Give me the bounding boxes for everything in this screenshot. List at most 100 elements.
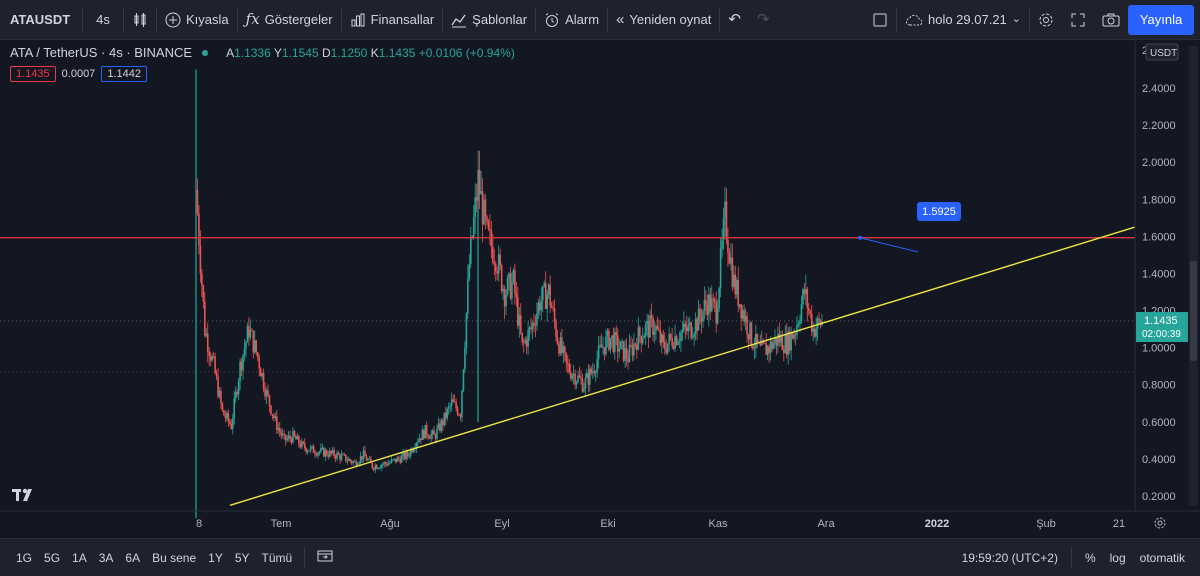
candle-body: [575, 381, 578, 385]
indicators-label: Göstergeler: [264, 12, 333, 27]
trend-line[interactable]: [229, 226, 1136, 506]
fullscreen-button[interactable]: [1062, 0, 1094, 40]
percent-toggle[interactable]: %: [1084, 550, 1096, 565]
undo-button[interactable]: ↶: [720, 0, 749, 40]
candle-body: [809, 310, 812, 314]
candle-body: [421, 429, 424, 441]
compare-button[interactable]: Kıyasla: [157, 0, 237, 40]
candle-body: [496, 271, 499, 274]
settings-button[interactable]: [1030, 0, 1062, 40]
candle-body: [700, 317, 703, 322]
interval-button[interactable]: 4s: [83, 0, 123, 40]
snapshot-button[interactable]: [1094, 0, 1128, 40]
range-1d[interactable]: 1G: [16, 550, 33, 565]
candle-body: [696, 318, 698, 331]
legend-title: ATA / TetherUS · 4s · BINANCE: [10, 45, 193, 60]
clock-timezone[interactable]: 19:59:20 (UTC+2): [961, 550, 1058, 565]
range-5d[interactable]: 5G: [44, 550, 61, 565]
auto-toggle[interactable]: otomatik: [1139, 550, 1185, 565]
candle-body: [596, 359, 598, 373]
price-tick-label: 0.4000: [1142, 454, 1176, 466]
publish-label: Yayınla: [1139, 12, 1183, 27]
candle-body: [380, 465, 382, 468]
currency-badge[interactable]: [1145, 43, 1179, 61]
compare-label: Kıyasla: [186, 12, 229, 27]
candle-body: [693, 334, 695, 338]
candle-body: [293, 430, 296, 437]
candle-body: [572, 373, 575, 376]
chart-pane[interactable]: 1.5925 2.4000 2.2000 2.0000 1.8000 1.6000 1.4…: [0, 41, 1200, 536]
candle-body: [746, 316, 748, 335]
bid-button[interactable]: 1.1435: [10, 66, 56, 82]
candle-body: [521, 332, 524, 342]
templates-button[interactable]: Şablonlar: [443, 0, 535, 40]
candle-body: [246, 325, 249, 343]
candle-body: [497, 254, 500, 274]
candle-body: [616, 335, 619, 352]
candle-body: [467, 278, 469, 314]
last-price-label: 1.1435: [1144, 315, 1178, 327]
layout-name-button[interactable]: holo 29.07.21 ⌄: [897, 0, 1029, 40]
range-3m[interactable]: 3A: [98, 550, 114, 565]
layout-toggle-button[interactable]: [864, 0, 896, 40]
redo-button[interactable]: ↷: [749, 0, 778, 40]
candle-body: [769, 341, 772, 353]
goto-date-button[interactable]: [311, 549, 339, 566]
high-value: 1.1545: [281, 45, 319, 60]
callout-anchor[interactable]: [858, 235, 862, 240]
price-chart[interactable]: 1.5925 2.4000 2.2000 2.0000 1.8000 1.6000 1.4…: [0, 41, 1200, 536]
range-1y[interactable]: 1Y: [208, 550, 223, 565]
time-tick-label: Kas: [709, 518, 728, 530]
scrollbar-thumb[interactable]: [1190, 261, 1197, 361]
candle-body: [405, 452, 407, 459]
symbol-search[interactable]: ATAUSDT: [0, 0, 82, 40]
candle-body: [710, 298, 713, 312]
symbol-label: ATAUSDT: [10, 12, 71, 27]
candle-body: [662, 334, 665, 342]
candle-body: [747, 334, 750, 340]
ask-button[interactable]: 1.1442: [101, 66, 147, 82]
price-tick-label: 2.2000: [1142, 120, 1176, 132]
candle-body: [703, 300, 706, 311]
divider: [442, 7, 444, 32]
candle-body: [564, 346, 566, 353]
candle-body: [625, 348, 628, 359]
candle-body: [766, 346, 769, 355]
candle-body: [431, 430, 434, 435]
tradingview-logo-icon[interactable]: [12, 485, 38, 505]
candle-body: [281, 433, 284, 436]
range-ytd[interactable]: Bu sene: [152, 550, 197, 565]
candle-body: [371, 462, 374, 469]
candle-body: [352, 461, 355, 464]
candle-body: [763, 342, 766, 344]
candle-body: [446, 408, 449, 419]
candle-body: [756, 333, 759, 343]
range-1m[interactable]: 1A: [72, 550, 87, 565]
candle-body: [284, 434, 287, 441]
candle-body: [777, 333, 779, 346]
candle-body: [568, 364, 571, 373]
range-all[interactable]: Tümü: [261, 550, 293, 565]
candle-body: [295, 436, 297, 440]
candle-body: [590, 368, 593, 374]
replay-button[interactable]: « Yeniden oynat: [608, 0, 719, 40]
range-5y[interactable]: 5Y: [234, 550, 250, 565]
candle-body: [411, 449, 413, 452]
log-toggle[interactable]: log: [1109, 550, 1126, 565]
indicators-button[interactable]: ƒx Göstergeler: [238, 0, 341, 40]
candle-body: [519, 315, 522, 333]
candle-body: [694, 318, 697, 335]
candle-body: [661, 334, 663, 343]
range-6m[interactable]: 6A: [125, 550, 141, 565]
chart-type-button[interactable]: [124, 0, 156, 40]
financials-button[interactable]: Finansallar: [342, 0, 443, 40]
alarm-button[interactable]: Alarm: [536, 0, 607, 40]
divider: [535, 7, 537, 32]
candle-body: [752, 345, 754, 349]
candle-body: [359, 456, 362, 463]
publish-button[interactable]: Yayınla: [1128, 4, 1194, 35]
candle-body: [471, 236, 474, 238]
callout-box[interactable]: [917, 202, 961, 221]
axis-settings-icon[interactable]: [1154, 517, 1166, 529]
plus-circle-icon: [165, 12, 181, 27]
